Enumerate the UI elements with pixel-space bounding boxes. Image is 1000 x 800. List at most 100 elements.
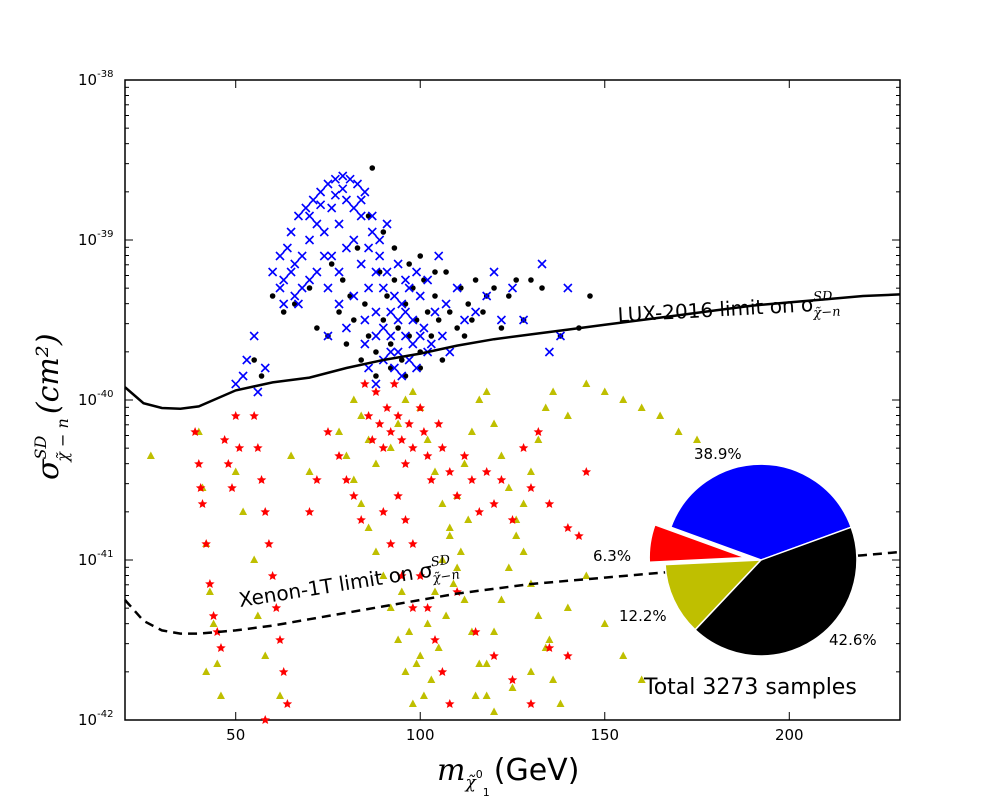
olive-triangle-point bbox=[637, 403, 646, 411]
y-tick-label: 10-39 bbox=[78, 229, 113, 249]
olive-triangle-point bbox=[239, 507, 248, 515]
red-star-point bbox=[363, 411, 374, 420]
olive-triangle-point bbox=[371, 547, 380, 555]
olive-triangle-point bbox=[475, 395, 484, 403]
blue-cross-point bbox=[459, 315, 470, 325]
pie-slice-blue bbox=[669, 463, 853, 561]
blue-cross-point bbox=[352, 179, 363, 189]
olive-triangle-point bbox=[504, 483, 513, 491]
red-star-point bbox=[208, 611, 219, 620]
x-tick-label: 100 bbox=[406, 726, 435, 744]
olive-triangle-point bbox=[431, 467, 439, 475]
lux-label-sup: SD bbox=[813, 289, 834, 305]
red-star-point bbox=[323, 427, 333, 436]
olive-triangle-point bbox=[419, 691, 428, 699]
red-star-point bbox=[356, 515, 366, 524]
blue-cross-point bbox=[364, 363, 374, 373]
blue-cross-point bbox=[349, 291, 359, 301]
black-dot-point bbox=[491, 285, 497, 291]
blue-cross-point bbox=[400, 275, 411, 285]
black-dot-point bbox=[365, 333, 372, 339]
black-dot-point bbox=[251, 357, 257, 363]
olive-triangle-point bbox=[213, 659, 222, 667]
olive-triangle-point bbox=[549, 387, 558, 395]
olive-triangle-point bbox=[549, 675, 558, 683]
black-dot-point bbox=[387, 341, 394, 347]
red-star-point bbox=[275, 635, 285, 644]
olive-triangle-point bbox=[534, 435, 543, 443]
y-tick-base: 10 bbox=[78, 391, 97, 409]
red-star-point bbox=[312, 475, 322, 484]
black-dot-point bbox=[269, 293, 276, 299]
y-tick-base: 10 bbox=[78, 711, 97, 729]
olive-triangle-point bbox=[146, 451, 155, 459]
blue-cross-point bbox=[330, 190, 340, 200]
y-axis-symbol: σ bbox=[31, 458, 66, 480]
red-star-point bbox=[341, 475, 352, 484]
olive-triangle-point bbox=[416, 651, 425, 659]
blue-cross-point bbox=[544, 347, 554, 357]
olive-triangle-point bbox=[445, 523, 454, 531]
blue-cross-point bbox=[378, 323, 388, 333]
blue-cross-point bbox=[386, 307, 396, 317]
red-star-point bbox=[374, 419, 385, 428]
blue-cross-point bbox=[345, 174, 355, 184]
olive-triangle-point bbox=[349, 475, 358, 483]
x-axis-unit: (GeV) bbox=[494, 753, 580, 788]
red-star-point bbox=[386, 427, 396, 436]
red-star-point bbox=[408, 603, 418, 612]
red-star-point bbox=[467, 475, 477, 484]
red-star-point bbox=[223, 459, 234, 468]
olive-triangle-point bbox=[497, 595, 506, 603]
blue-cross-point bbox=[360, 187, 370, 197]
red-star-point bbox=[212, 627, 222, 636]
black-dot-point bbox=[439, 357, 446, 363]
y-tick-exp: -38 bbox=[97, 69, 113, 80]
blue-cross-point bbox=[341, 195, 351, 205]
red-star-point bbox=[481, 467, 492, 476]
olive-triangle-point bbox=[460, 459, 469, 467]
red-star-point bbox=[452, 491, 462, 500]
blue-cross-point bbox=[312, 219, 322, 229]
olive-triangle-point bbox=[261, 651, 270, 659]
red-star-point bbox=[437, 443, 448, 452]
blue-cross-point bbox=[411, 267, 422, 277]
olive-triangle-point bbox=[490, 627, 499, 635]
red-star-point bbox=[459, 451, 470, 460]
black-dot-point bbox=[391, 245, 398, 251]
red-star-point bbox=[194, 459, 204, 468]
blue-cross-point bbox=[338, 171, 348, 181]
olive-triangle-point bbox=[386, 603, 395, 611]
blue-cross-point bbox=[260, 363, 270, 373]
olive-triangle-point bbox=[445, 531, 454, 539]
blue-cross-point bbox=[555, 331, 566, 341]
blue-cross-point bbox=[297, 283, 307, 293]
red-star-point bbox=[282, 699, 293, 708]
black-dot-point bbox=[306, 285, 313, 291]
xenon-label-sup: SD bbox=[430, 553, 452, 571]
olive-triangle-point bbox=[386, 443, 395, 451]
olive-triangle-point bbox=[438, 555, 447, 563]
lux-limit-line bbox=[124, 293, 901, 411]
red-star-point bbox=[445, 699, 455, 708]
red-star-point bbox=[474, 507, 484, 516]
blue-cross-point bbox=[452, 283, 462, 293]
blue-cross-point bbox=[297, 251, 307, 261]
olive-triangle-point bbox=[202, 667, 211, 675]
x-axis-subsup: 0 bbox=[476, 768, 483, 781]
black-dot-point bbox=[539, 285, 545, 291]
y-tick-exp: -41 bbox=[97, 549, 113, 560]
black-dot-point bbox=[498, 325, 505, 331]
blue-cross-point bbox=[482, 291, 492, 301]
blue-cross-point bbox=[308, 195, 318, 205]
pie-slice-red bbox=[648, 523, 746, 563]
y-tick-base: 10 bbox=[78, 71, 97, 89]
blue-cross-point bbox=[356, 211, 366, 221]
blue-cross-point bbox=[441, 299, 451, 309]
blue-cross-point bbox=[489, 267, 499, 277]
blue-cross-point bbox=[471, 307, 481, 317]
lux-label-sub: χ̃−n bbox=[812, 305, 841, 322]
olive-triangle-point bbox=[427, 675, 436, 683]
black-dot-point bbox=[328, 261, 335, 267]
blue-cross-point bbox=[304, 235, 315, 245]
